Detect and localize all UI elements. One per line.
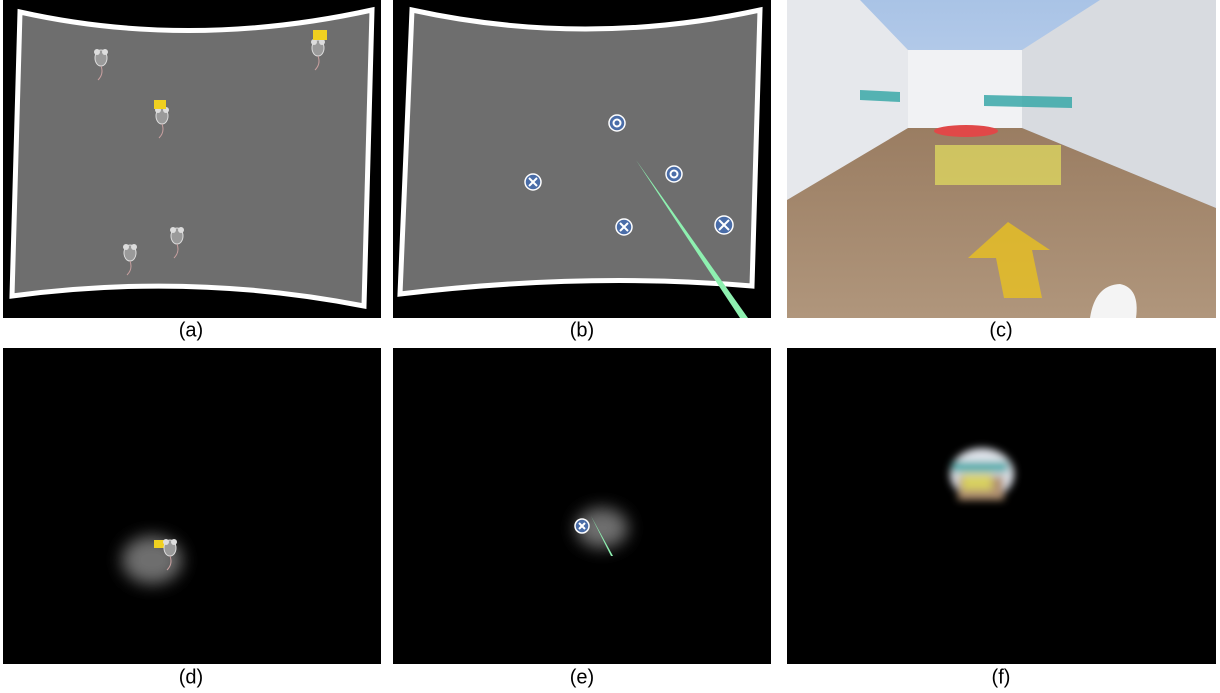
panel-label: (d)	[179, 666, 203, 688]
panel-d	[3, 348, 381, 664]
panel-a	[3, 0, 381, 318]
panel-label: (f)	[992, 666, 1011, 688]
panel-c	[787, 0, 1216, 318]
panel-f	[787, 348, 1216, 664]
panel-b	[393, 0, 771, 318]
figure: (a) (b) (c) (d) (e) (f)	[0, 0, 1220, 693]
panel-e	[393, 348, 771, 664]
panel-label: (e)	[570, 666, 594, 688]
panel-label: (c)	[989, 319, 1012, 341]
panel-label: (b)	[570, 319, 594, 341]
panel-label: (a)	[179, 319, 203, 341]
